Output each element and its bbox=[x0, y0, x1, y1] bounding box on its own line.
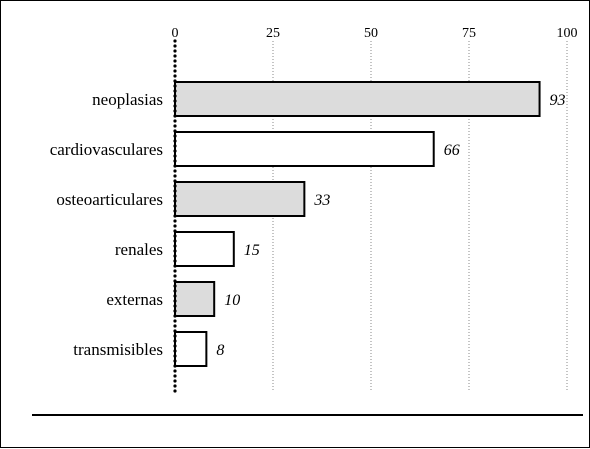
y-axis-dot bbox=[173, 279, 176, 282]
y-axis-dot bbox=[173, 149, 176, 152]
y-axis-dot bbox=[173, 309, 176, 312]
x-tick-label-0: 0 bbox=[172, 26, 179, 41]
y-axis-dot bbox=[173, 89, 176, 92]
data-label-neoplasias: 93 bbox=[550, 92, 566, 109]
x-tick-label-50: 50 bbox=[364, 26, 378, 41]
y-axis-dot bbox=[173, 159, 176, 162]
y-axis-dot bbox=[173, 54, 176, 57]
y-axis-dot bbox=[173, 239, 176, 242]
x-tick-label-75: 75 bbox=[462, 26, 476, 41]
y-axis-dot bbox=[173, 334, 176, 337]
bar-cardiovasculares bbox=[175, 132, 434, 166]
category-label-transmisibles: transmisibles bbox=[73, 340, 163, 359]
y-axis-dot bbox=[173, 274, 176, 277]
y-axis-dot bbox=[173, 134, 176, 137]
bar-neoplasias bbox=[175, 82, 540, 116]
y-axis-dot bbox=[173, 39, 176, 42]
y-axis-dot bbox=[173, 389, 176, 392]
y-axis-dot bbox=[173, 384, 176, 387]
data-label-externas: 10 bbox=[224, 292, 240, 309]
data-label-cardiovasculares: 66 bbox=[444, 142, 460, 159]
data-label-osteoarticulares: 33 bbox=[313, 192, 330, 209]
y-axis-dot bbox=[173, 144, 176, 147]
y-axis-dot bbox=[173, 284, 176, 287]
y-axis-dot bbox=[173, 84, 176, 87]
y-axis-dot bbox=[173, 249, 176, 252]
y-axis-dot bbox=[173, 64, 176, 67]
y-axis-dot bbox=[173, 214, 176, 217]
bar-renales bbox=[175, 232, 234, 266]
y-axis-dot bbox=[173, 114, 176, 117]
y-axis-dot bbox=[173, 254, 176, 257]
y-axis-dot bbox=[173, 199, 176, 202]
y-axis-dot bbox=[173, 79, 176, 82]
bar-externas bbox=[175, 282, 214, 316]
y-axis-dot bbox=[173, 189, 176, 192]
y-axis-dot bbox=[173, 304, 176, 307]
y-axis-dot bbox=[173, 314, 176, 317]
y-axis-dot bbox=[173, 164, 176, 167]
y-axis-dot bbox=[173, 124, 176, 127]
y-axis-dot bbox=[173, 44, 176, 47]
y-axis-dot bbox=[173, 219, 176, 222]
y-axis-dot bbox=[173, 139, 176, 142]
data-label-transmisibles: 8 bbox=[216, 342, 224, 359]
y-axis-dot bbox=[173, 364, 176, 367]
y-axis-dot bbox=[173, 59, 176, 62]
y-axis-dot bbox=[173, 204, 176, 207]
y-axis-dot bbox=[173, 344, 176, 347]
data-label-renales: 15 bbox=[244, 242, 260, 259]
y-axis-dot bbox=[173, 324, 176, 327]
y-axis-dot bbox=[173, 339, 176, 342]
category-label-externas: externas bbox=[106, 290, 163, 309]
y-axis-dot bbox=[173, 234, 176, 237]
bar-osteoarticulares bbox=[175, 182, 304, 216]
y-axis-dot bbox=[173, 49, 176, 52]
y-axis-dot bbox=[173, 99, 176, 102]
category-label-renales: renales bbox=[115, 240, 163, 259]
bar-transmisibles bbox=[175, 332, 206, 366]
y-axis-dot bbox=[173, 359, 176, 362]
x-axis-ticks: 0 25 50 75 100 bbox=[172, 26, 578, 41]
y-axis-dot bbox=[173, 94, 176, 97]
y-axis-dot bbox=[173, 154, 176, 157]
y-axis-dot bbox=[173, 319, 176, 322]
y-axis-dot bbox=[173, 259, 176, 262]
y-axis-dot bbox=[173, 129, 176, 132]
y-axis-dot bbox=[173, 244, 176, 247]
y-axis-dot bbox=[173, 184, 176, 187]
y-axis-dot bbox=[173, 269, 176, 272]
y-axis-dot bbox=[173, 229, 176, 232]
y-axis-dot bbox=[173, 179, 176, 182]
y-axis-dot bbox=[173, 109, 176, 112]
category-label-neoplasias: neoplasias bbox=[92, 90, 163, 109]
x-tick-label-25: 25 bbox=[266, 26, 280, 41]
category-label-cardiovasculares: cardiovasculares bbox=[50, 140, 163, 159]
y-axis-dot bbox=[173, 174, 176, 177]
bars bbox=[175, 82, 540, 366]
y-axis-dot bbox=[173, 299, 176, 302]
category-label-osteoarticulares: osteoarticulares bbox=[56, 190, 163, 209]
y-axis-dot bbox=[173, 329, 176, 332]
y-axis-dot bbox=[173, 69, 176, 72]
y-axis-dot bbox=[173, 224, 176, 227]
y-axis-dot bbox=[173, 119, 176, 122]
y-axis-dot bbox=[173, 169, 176, 172]
y-axis-dot bbox=[173, 194, 176, 197]
y-axis-dot bbox=[173, 354, 176, 357]
y-axis-dot bbox=[173, 74, 176, 77]
x-tick-label-100: 100 bbox=[557, 26, 578, 41]
y-axis-dot bbox=[173, 289, 176, 292]
y-axis-dot bbox=[173, 369, 176, 372]
y-axis-dot bbox=[173, 379, 176, 382]
y-axis-dot bbox=[173, 349, 176, 352]
y-axis-dot bbox=[173, 104, 176, 107]
y-axis-dot bbox=[173, 209, 176, 212]
y-axis-dot bbox=[173, 374, 176, 377]
labels: neoplasias 93 cardiovasculares 66 osteoartic… bbox=[50, 90, 566, 359]
y-axis-dot bbox=[173, 294, 176, 297]
y-axis-dot bbox=[173, 264, 176, 267]
